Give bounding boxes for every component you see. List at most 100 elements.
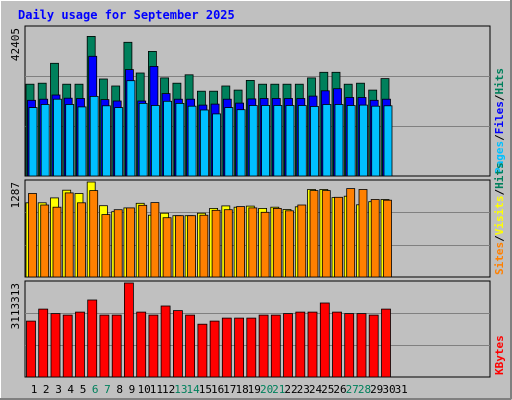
x-tick-label: 13 (174, 383, 187, 396)
bar-sites-5 (77, 202, 86, 278)
bar-kbytes-22 (283, 313, 293, 378)
legend-separator: / (493, 134, 506, 141)
x-tick-label: 11 (150, 383, 163, 396)
bar-sites-9 (126, 207, 135, 278)
bar-kbytes-4 (62, 314, 73, 378)
bar-pages-1 (28, 107, 38, 177)
bar-sites-24 (309, 190, 319, 278)
x-tick-label: 2 (43, 383, 50, 396)
legend-files: Files (493, 101, 506, 134)
bar-pages-15 (199, 109, 209, 177)
bar-sites-28 (358, 189, 368, 278)
bar-pages-21 (273, 105, 283, 177)
bar-kbytes-9 (124, 282, 134, 378)
bar-sites-3 (52, 206, 62, 278)
bar-sites-12 (162, 217, 172, 278)
bar-pages-10 (138, 103, 148, 177)
legend-hits: Hits (493, 68, 506, 95)
bar-kbytes-10 (136, 311, 147, 378)
x-tick-label: 26 (333, 383, 346, 396)
x-tick-label: 3 (55, 383, 62, 396)
bar-kbytes-19 (246, 317, 257, 378)
bar-pages-17 (224, 107, 234, 177)
x-tick-label: 4 (67, 383, 74, 396)
bar-kbytes-3 (50, 313, 61, 378)
bar-kbytes-11 (148, 314, 159, 378)
x-tick-label: 21 (272, 383, 285, 396)
legend-pages: Pages (493, 141, 506, 174)
bar-kbytes-29 (368, 314, 379, 378)
y-max-label: 42405 (9, 28, 22, 61)
x-tick-label: 30 (382, 383, 395, 396)
bar-sites-18 (236, 206, 246, 278)
bar-pages-28 (359, 104, 368, 177)
x-tick-label: 31 (395, 383, 408, 396)
x-tick-label: 19 (248, 383, 261, 396)
bar-sites-21 (272, 207, 282, 278)
bar-kbytes-12 (160, 305, 171, 378)
x-tick-label: 9 (129, 383, 136, 396)
bar-sites-27 (346, 188, 356, 278)
bar-sites-10 (138, 204, 148, 278)
x-tick-label: 12 (162, 383, 175, 396)
bar-pages-14 (187, 105, 197, 177)
right-legend: Pages/Files/Hits (493, 68, 506, 174)
bar-sites-30 (383, 199, 392, 278)
bar-pages-3 (53, 98, 62, 177)
bar-sites-6 (89, 190, 99, 278)
bar-sites-23 (297, 204, 307, 278)
right-legend: Sites/Visits/Hits (493, 162, 506, 275)
panel-middle-frame (24, 179, 491, 278)
bar-sites-19 (248, 207, 258, 278)
bar-kbytes-7 (99, 314, 110, 378)
bar-sites-16 (211, 209, 221, 278)
x-tick-label: 15 (199, 383, 212, 396)
bar-pages-30 (383, 105, 393, 177)
bar-pages-25 (322, 104, 332, 177)
bar-kbytes-25 (319, 302, 330, 378)
x-tick-label: 20 (260, 383, 273, 396)
x-tick-label: 27 (346, 383, 359, 396)
y-max-label: 1287 (9, 182, 22, 209)
panel-bottom-frame (24, 280, 491, 378)
bar-kbytes-6 (87, 299, 98, 378)
bar-kbytes-20 (258, 314, 269, 378)
bar-pages-12 (163, 100, 173, 177)
y-max-label: 3113313 (9, 283, 22, 329)
x-tick-label: 29 (370, 383, 383, 396)
bar-sites-4 (64, 192, 74, 278)
x-tick-label: 23 (297, 383, 310, 396)
x-tick-label: 25 (321, 383, 334, 396)
x-tick-label: 8 (116, 383, 123, 396)
legend-separator: / (493, 94, 506, 101)
legend-kbytes: KBytes (493, 335, 506, 375)
bar-sites-8 (113, 209, 123, 278)
bar-sites-7 (101, 214, 111, 278)
bar-kbytes-21 (270, 314, 281, 378)
bar-kbytes-18 (234, 317, 245, 378)
bar-pages-11 (150, 105, 160, 177)
bar-pages-5 (77, 106, 87, 177)
right-legend: KBytes (493, 335, 506, 375)
bar-kbytes-30 (381, 308, 391, 378)
bar-pages-18 (236, 109, 246, 177)
bar-sites-22 (285, 210, 294, 278)
bar-pages-4 (65, 104, 75, 177)
bar-kbytes-13 (172, 310, 183, 378)
bar-pages-9 (126, 80, 136, 177)
bar-sites-26 (334, 196, 343, 278)
bar-pages-29 (371, 105, 381, 177)
bar-kbytes-17 (221, 317, 232, 378)
x-tick-label: 1 (31, 383, 38, 396)
bar-kbytes-16 (209, 320, 220, 378)
x-tick-label: 7 (104, 383, 111, 396)
bar-pages-19 (248, 105, 258, 177)
x-tick-label: 24 (309, 383, 323, 396)
x-tick-label: 18 (235, 383, 248, 396)
x-tick-label: 28 (358, 383, 371, 396)
bar-sites-14 (187, 215, 197, 278)
bar-kbytes-8 (111, 314, 122, 378)
